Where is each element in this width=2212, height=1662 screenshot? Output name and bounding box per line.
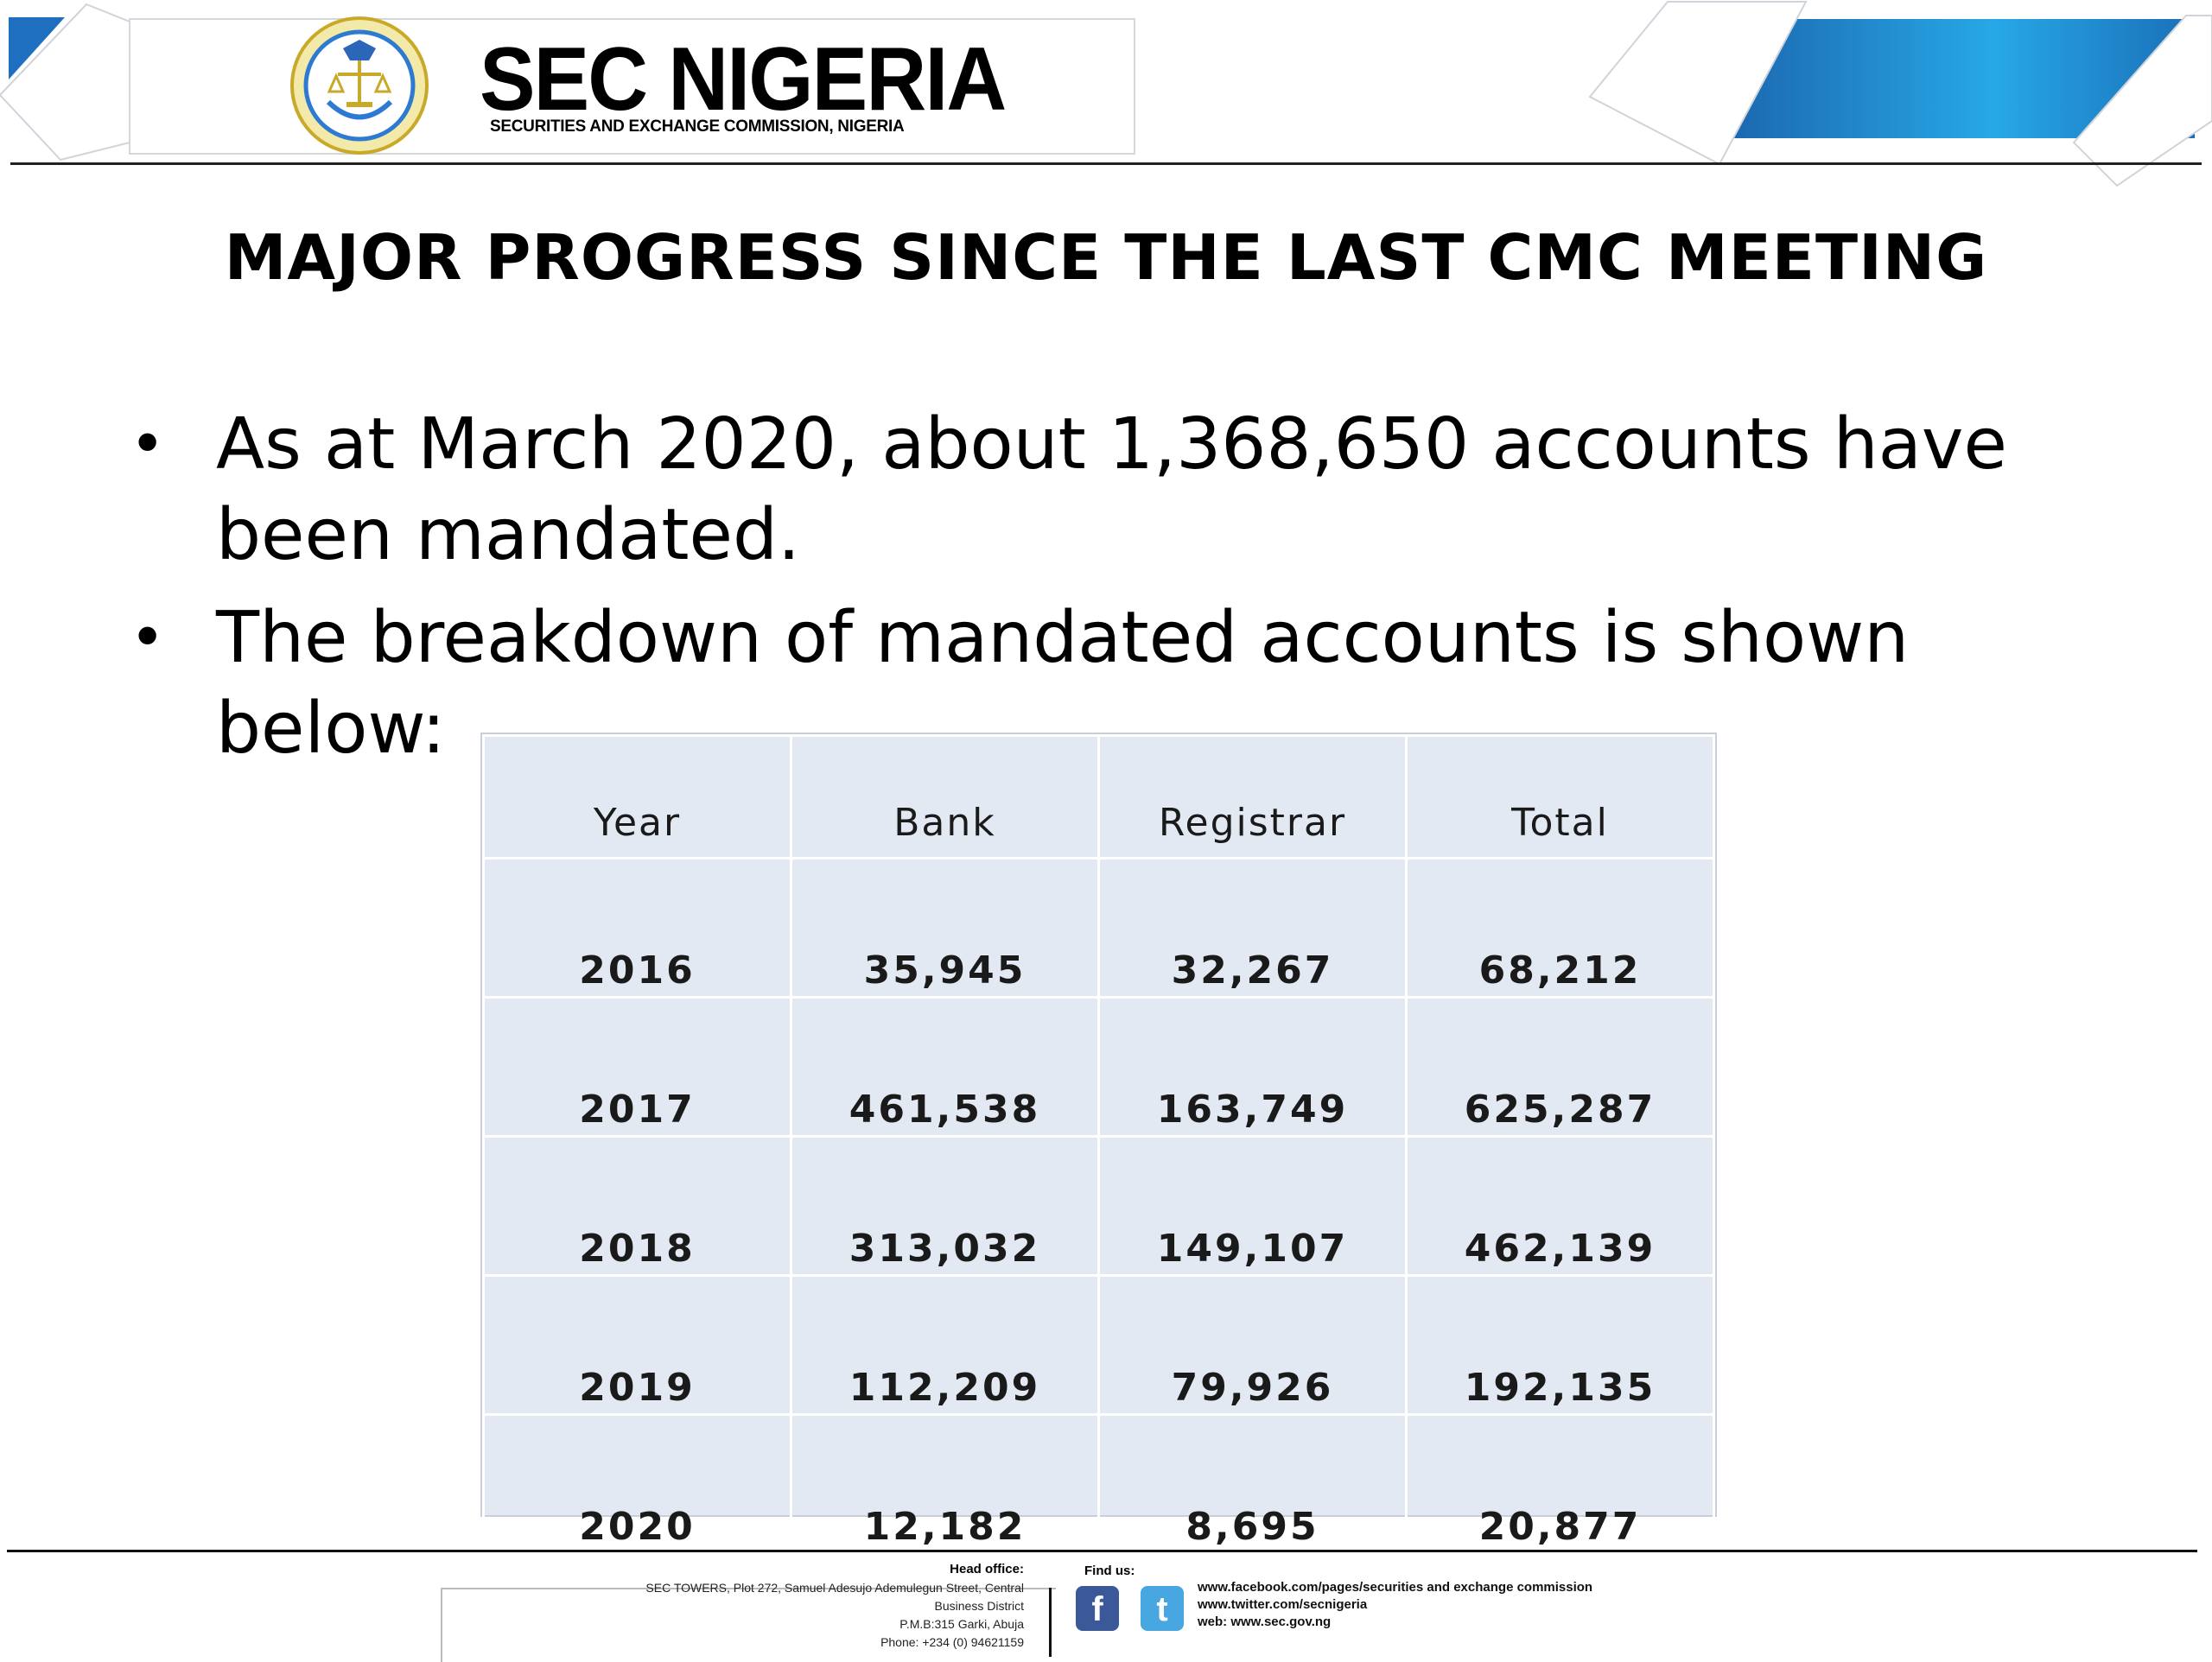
cell-bank: 35,945: [790, 857, 1100, 999]
cell-registrar: 149,107: [1097, 1135, 1408, 1277]
header-cell-registrar: Registrar: [1097, 734, 1408, 860]
find-us-title: Find us:: [1084, 1564, 1135, 1578]
cell-registrar: 163,749: [1097, 996, 1408, 1138]
cell-total: 68,212: [1405, 857, 1715, 999]
website-link[interactable]: web: www.sec.gov.ng: [1198, 1614, 1332, 1629]
bullet-dot: •: [130, 409, 166, 479]
facebook-link[interactable]: www.facebook.com/pages/securities and ex…: [1198, 1580, 1593, 1595]
cell-total: 462,139: [1405, 1135, 1715, 1277]
table-header-row: Year Bank Registrar Total: [482, 734, 1715, 860]
cell-year: 2016: [482, 857, 792, 999]
address-line: P.M.B:315 Garki, Abuja: [899, 1617, 1024, 1631]
address-line: SEC TOWERS, Plot 272, Samuel Adesujo Ade…: [645, 1581, 1024, 1595]
bullet-list: • As at March 2020, about 1,368,650 accou…: [130, 399, 2117, 786]
bullet-text: The breakdown of mandated accounts is sh…: [216, 597, 1910, 770]
bullet-dot: •: [130, 602, 166, 673]
cell-bank: 12,182: [790, 1413, 1100, 1555]
cell-year: 2020: [482, 1413, 792, 1555]
footer-rule: [7, 1550, 2197, 1552]
cell-year: 2017: [482, 996, 792, 1138]
facebook-icon[interactable]: f: [1076, 1586, 1119, 1631]
cell-bank: 313,032: [790, 1135, 1100, 1277]
twitter-icon[interactable]: t: [1141, 1586, 1184, 1631]
cell-bank: 461,538: [790, 996, 1100, 1138]
table-row: 2019 112,209 79,926 192,135: [482, 1274, 1715, 1416]
header-cell-total: Total: [1405, 734, 1715, 860]
table-row: 2016 35,945 32,267 68,212: [482, 857, 1715, 999]
brand-subtitle: SECURITIES AND EXCHANGE COMMISSION, NIGE…: [490, 117, 905, 136]
footer-box: [441, 1588, 1056, 1662]
footer-links: www.facebook.com/pages/securities and ex…: [1198, 1579, 1592, 1631]
address-line: Phone: +234 (0) 94621159: [880, 1635, 1024, 1649]
cell-registrar: 79,926: [1097, 1274, 1408, 1416]
mandated-accounts-table: Year Bank Registrar Total 2016 35,945 32…: [480, 733, 1717, 1555]
table-row: 2018 313,032 149,107 462,139: [482, 1135, 1715, 1277]
address-line: Business District: [934, 1599, 1024, 1613]
footer-divider: [1049, 1588, 1052, 1657]
cell-total: 625,287: [1405, 996, 1715, 1138]
head-office-title: Head office:: [950, 1562, 1024, 1576]
cell-year: 2019: [482, 1274, 792, 1416]
cell-bank: 112,209: [790, 1274, 1100, 1416]
cell-year: 2018: [482, 1135, 792, 1277]
header-cell-bank: Bank: [790, 734, 1100, 860]
cell-total: 20,877: [1405, 1413, 1715, 1555]
sec-seal-logo: [290, 16, 429, 155]
table-row: 2020 12,182 8,695 20,877: [482, 1413, 1715, 1555]
slide-title: MAJOR PROGRESS SINCE THE LAST CMC MEETIN…: [224, 221, 1988, 294]
header-decoration: [0, 1, 2212, 187]
cell-registrar: 32,267: [1097, 857, 1408, 999]
twitter-link[interactable]: www.twitter.com/secnigeria: [1198, 1597, 1368, 1612]
head-office-address: SEC TOWERS, Plot 272, Samuel Adesujo Ade…: [553, 1579, 1024, 1652]
bullet-item: • As at March 2020, about 1,368,650 accou…: [130, 399, 2117, 580]
bullet-text: As at March 2020, about 1,368,650 accoun…: [216, 403, 2007, 576]
brand-title: SEC NIGERIA: [480, 29, 1007, 130]
table-row: 2017 461,538 163,749 625,287: [482, 996, 1715, 1138]
cell-total: 192,135: [1405, 1274, 1715, 1416]
bullet-item: • The breakdown of mandated accounts is s…: [130, 593, 2117, 774]
cell-registrar: 8,695: [1097, 1413, 1408, 1555]
header-cell-year: Year: [482, 734, 792, 860]
